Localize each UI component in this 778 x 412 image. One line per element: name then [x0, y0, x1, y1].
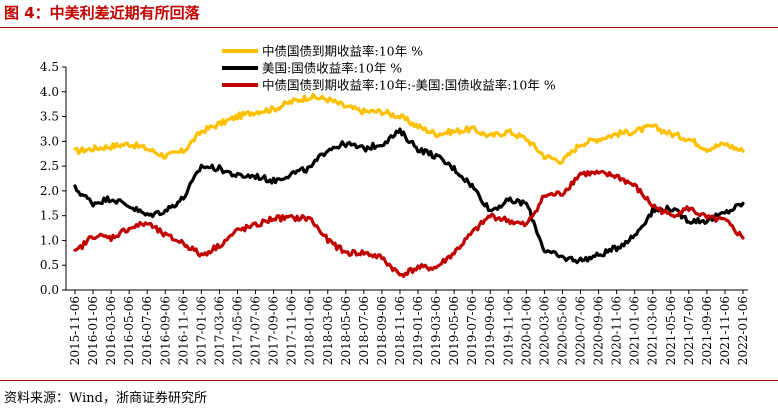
x-tick-label: 2018-05-06 [339, 296, 353, 365]
series-line-1 [73, 92, 745, 165]
series-lines [73, 92, 745, 278]
x-tick-label: 2021-07-06 [682, 296, 696, 365]
y-tick-label: 2.0 [40, 184, 59, 198]
series-line-3 [73, 169, 745, 278]
figure-title: 图 4：中美利差近期有所回落 [4, 4, 200, 22]
y-tick-label: 4.0 [40, 85, 59, 99]
x-tick-label: 2019-01-06 [411, 296, 425, 365]
x-tick-label: 2018-03-06 [321, 296, 335, 365]
x-tick-label: 2018-07-06 [357, 296, 371, 365]
x-ticks: 2015-11-06 2016-01-06 2016-03-06 2016-05-06… [68, 290, 750, 365]
line-chart: 0.0 0.5 1.0 1.5 2.0 2.5 3.0 3.5 4.0 4.5 2015-11-0… [40, 44, 750, 366]
y-tick-label: 1.5 [40, 209, 59, 223]
y-tick-label: 1.0 [40, 233, 59, 247]
x-tick-label: 2017-01-06 [194, 296, 208, 365]
legend-label-2: 美国:国债收益率:10年 % [262, 61, 402, 76]
x-tick-label: 2019-05-06 [447, 296, 461, 365]
y-tick-label: 0.5 [40, 258, 59, 272]
legend-label-1: 中债国债到期收益率:10年 % [262, 44, 423, 59]
x-tick-label: 2020-11-06 [610, 296, 624, 365]
legend-label-3: 中债国债到期收益率:10年:-美国:国债收益率:10年 % [262, 78, 556, 93]
x-tick-label: 2019-09-06 [483, 296, 497, 365]
x-tick-label: 2020-07-06 [574, 296, 588, 365]
x-tick-label: 2021-03-06 [646, 296, 660, 365]
y-tick-label: 3.5 [40, 110, 59, 124]
y-tick-label: 4.5 [40, 60, 59, 74]
x-tick-label: 2020-03-06 [537, 296, 551, 365]
x-tick-label: 2020-05-06 [555, 296, 569, 365]
x-tick-label: 2016-11-06 [176, 296, 190, 365]
legend: 中债国债到期收益率:10年 % 美国:国债收益率:10年 % 中债国债到期收益率:1… [222, 44, 556, 93]
x-tick-label: 2019-07-06 [465, 296, 479, 365]
x-tick-label: 2017-11-06 [285, 296, 299, 365]
x-tick-label: 2016-03-06 [104, 296, 118, 365]
x-tick-label: 2016-07-06 [140, 296, 154, 365]
x-tick-label: 2019-11-06 [501, 296, 515, 365]
x-tick-label: 2017-03-06 [212, 296, 226, 365]
x-tick-label: 2019-03-06 [429, 296, 443, 365]
x-tick-label: 2017-05-06 [230, 296, 244, 365]
x-tick-label: 2018-11-06 [393, 296, 407, 365]
x-tick-label: 2020-09-06 [592, 296, 606, 365]
x-tick-label: 2017-07-06 [249, 296, 263, 365]
source-note: 资料来源：Wind，浙商证券研究所 [4, 391, 207, 406]
x-tick-label: 2020-01-06 [519, 296, 533, 365]
x-tick-label: 2021-05-06 [664, 296, 678, 365]
x-tick-label: 2021-01-06 [628, 296, 642, 365]
y-tick-label: 0.0 [40, 283, 59, 297]
x-tick-label: 2016-09-06 [158, 296, 172, 365]
x-tick-label: 2021-11-06 [718, 296, 732, 365]
x-tick-label: 2021-09-06 [700, 296, 714, 365]
x-tick-label: 2017-09-06 [267, 296, 281, 365]
y-tick-label: 2.5 [40, 159, 59, 173]
title-rule [0, 27, 778, 28]
series-line-2 [73, 127, 745, 265]
x-tick-label: 2018-09-06 [375, 296, 389, 365]
x-tick-label: 2016-05-06 [122, 296, 136, 365]
y-ticks: 0.0 0.5 1.0 1.5 2.0 2.5 3.0 3.5 4.0 4.5 [40, 60, 66, 297]
source-rule [0, 380, 778, 381]
y-tick-label: 3.0 [40, 134, 59, 148]
x-tick-label: 2015-11-06 [68, 296, 82, 365]
x-tick-label: 2016-01-06 [86, 296, 100, 365]
x-tick-label: 2018-01-06 [303, 296, 317, 365]
plot-area: 0.0 0.5 1.0 1.5 2.0 2.5 3.0 3.5 4.0 4.5 2015-11-0… [40, 60, 750, 365]
x-tick-label: 2022-01-06 [736, 296, 750, 365]
